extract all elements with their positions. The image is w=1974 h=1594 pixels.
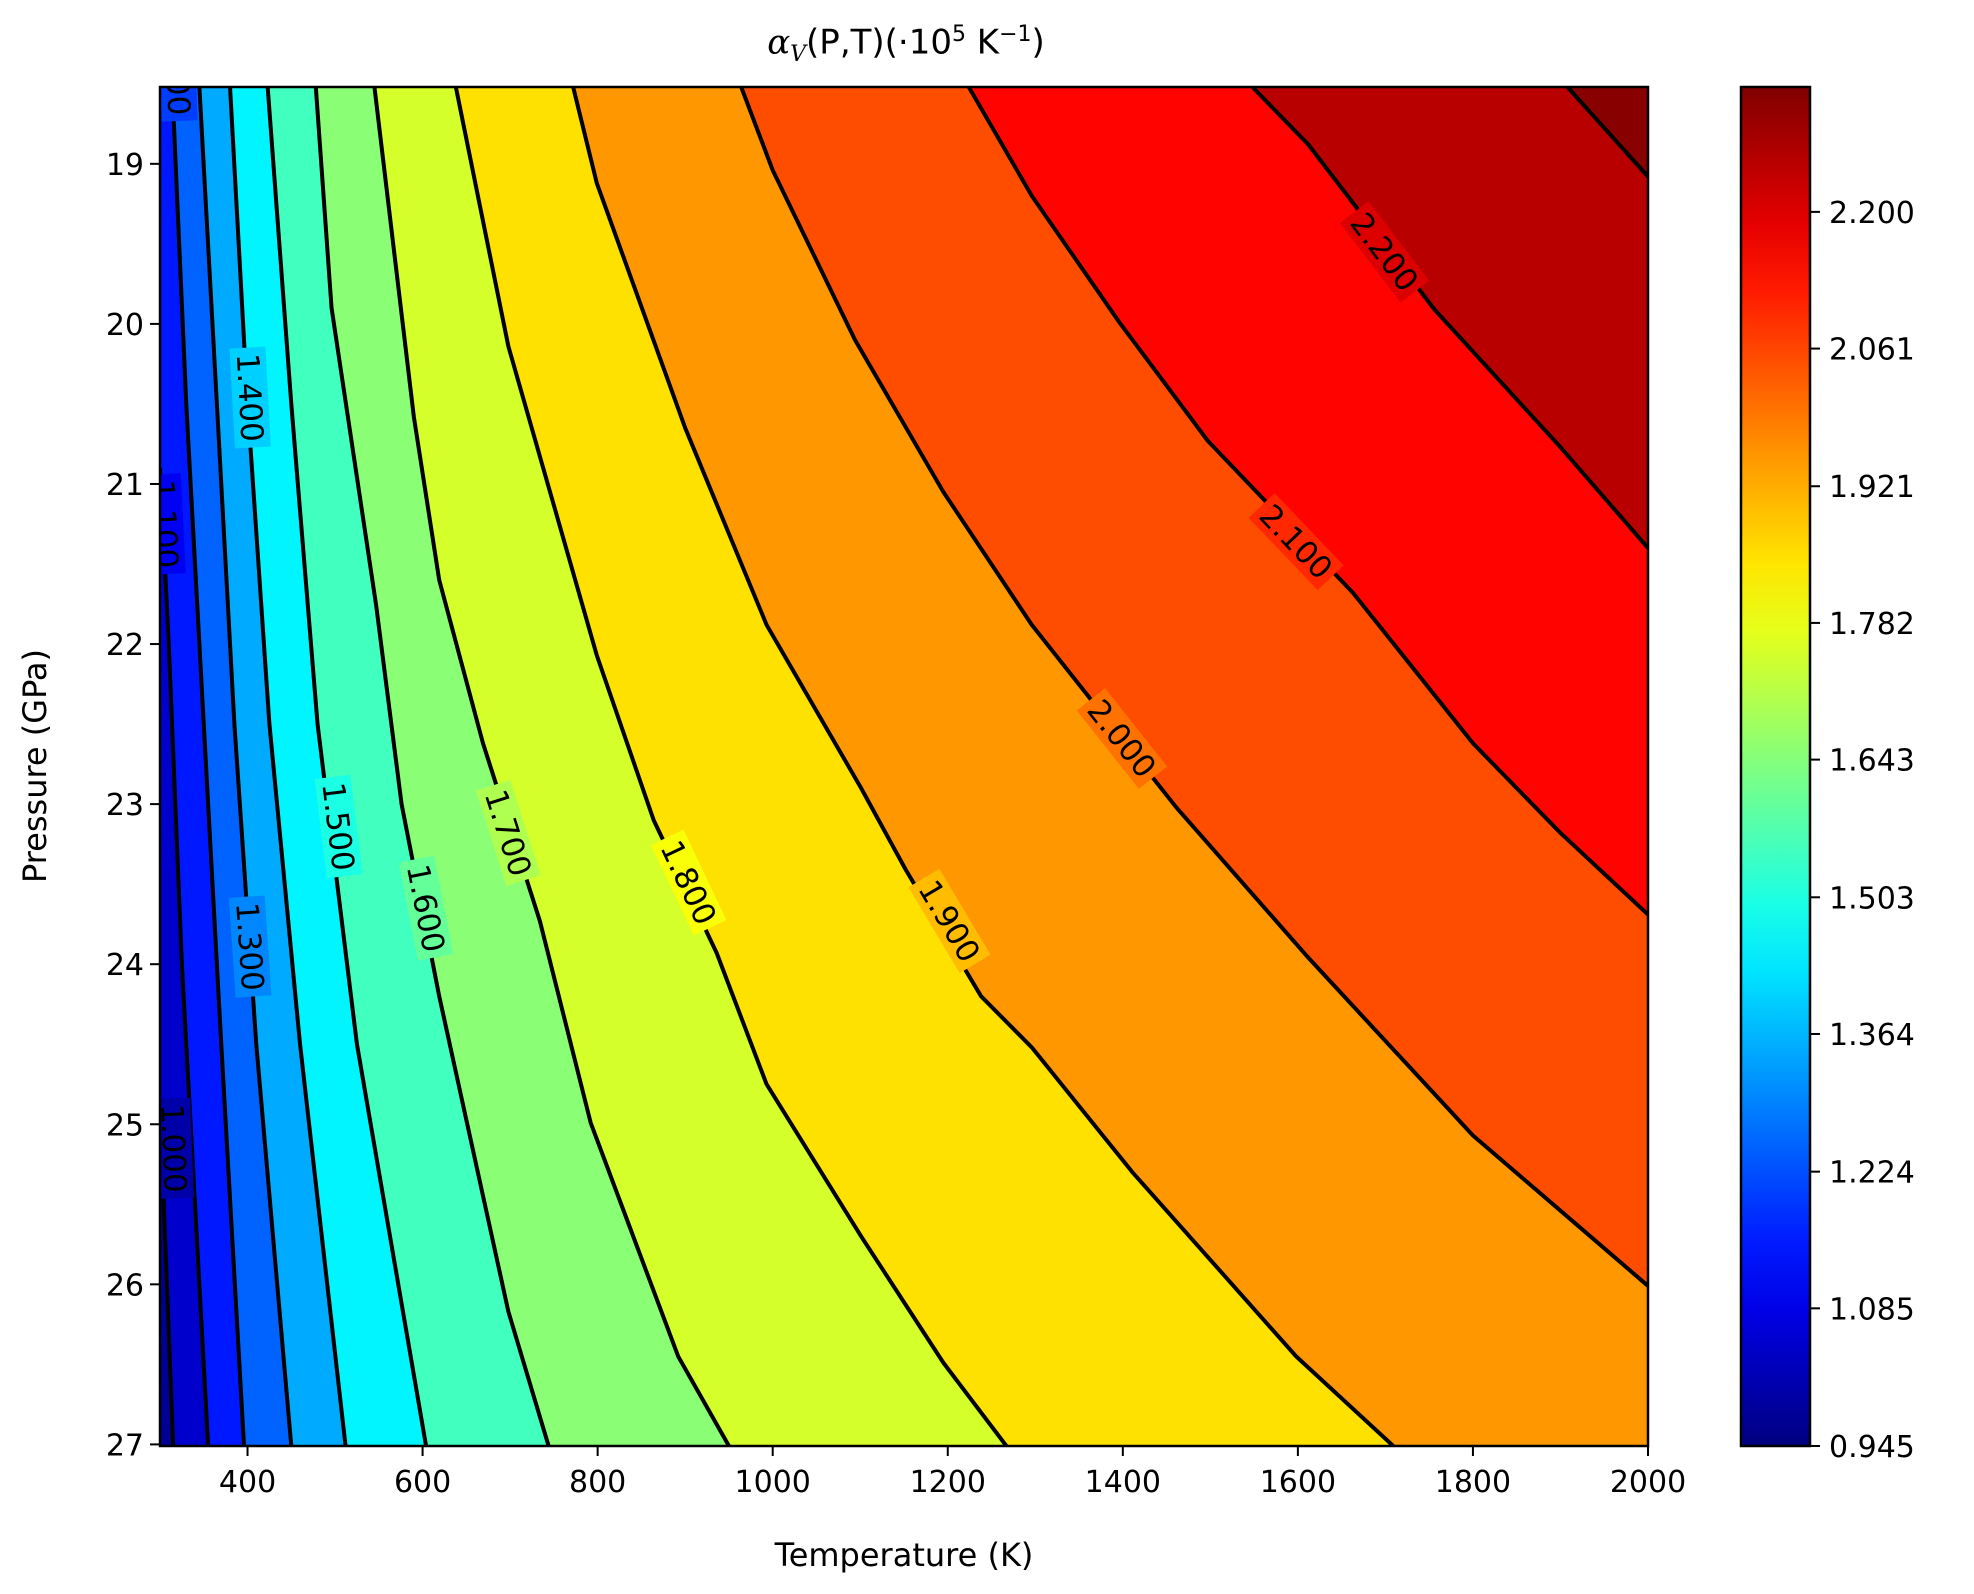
contour-line-1.5 [265, 87, 429, 1446]
x-tick-label: 1600 [1260, 1465, 1336, 1500]
x-tick-label: 1000 [735, 1465, 811, 1500]
title-alpha: α [767, 22, 791, 63]
y-tick-label: 21 [106, 468, 144, 503]
title-unit: K [966, 22, 1000, 63]
y-tick-label: 22 [106, 628, 144, 663]
y-tick-label: 24 [106, 948, 144, 983]
colorbar-tick-label: 1.224 [1829, 1156, 1915, 1191]
x-tick-label: 1200 [910, 1465, 986, 1500]
colorbar-tick-label: 1.503 [1829, 881, 1915, 916]
contour-label: 1.200 [157, 26, 198, 122]
x-axis: 400 600 800 1000 1200 1400 1600 1800 2000 [219, 1446, 1686, 1500]
contour-line-1.9 [571, 87, 1395, 1446]
x-tick-label: 400 [219, 1465, 276, 1500]
title-subscript: V [790, 42, 807, 68]
y-axis: 19 20 21 22 23 24 25 26 27 [106, 148, 160, 1463]
title-unit-exponent: −1 [999, 22, 1032, 47]
colorbar-tick-label: 1.921 [1829, 470, 1915, 505]
contour-label: 1.400 [229, 346, 271, 449]
colorbar-tick-label: 0.945 [1829, 1430, 1915, 1465]
contour-line-1.8 [453, 87, 1009, 1446]
contour-line-1.2 [170, 87, 247, 1446]
title-mid: (P,T)(·10 [806, 22, 952, 63]
title-exponent: 5 [952, 22, 966, 47]
contour-line-1.4 [228, 87, 348, 1446]
contour-label: 1.000 [153, 1097, 194, 1199]
plot-frame [158, 85, 1650, 1448]
contour-line-2.3 [1565, 87, 1648, 178]
colorbar-tick-label: 2.200 [1829, 196, 1915, 231]
y-tick-label: 26 [106, 1268, 144, 1303]
y-tick-label: 27 [106, 1428, 144, 1463]
x-axis-label: Temperature (K) [774, 1536, 1034, 1574]
contour-label: 1.100 [144, 473, 186, 575]
x-tick-label: 800 [569, 1465, 626, 1500]
contour-line-1.1 [160, 467, 211, 1446]
colorbar-tick-label: 1.085 [1829, 1292, 1915, 1327]
x-tick-label: 2000 [1610, 1465, 1686, 1500]
chart-title: αV(P,T)(·105 K−1) [0, 22, 1812, 67]
y-axis-label: Pressure (GPa) [16, 649, 54, 883]
colorbar-tick-label: 1.643 [1829, 744, 1915, 779]
y-tick-label: 20 [106, 308, 144, 343]
contour-label-text: 1.300 [228, 901, 270, 992]
x-tick-label: 1800 [1435, 1465, 1511, 1500]
x-tick-label: 600 [394, 1465, 451, 1500]
title-end: ) [1031, 22, 1045, 63]
colorbar-tick-label: 1.364 [1829, 1018, 1915, 1053]
contour-label-text: 1.200 [157, 26, 197, 116]
contour-label-text: 1.000 [153, 1103, 192, 1193]
y-tick-label: 23 [106, 788, 144, 823]
contour-line-2.2 [1250, 87, 1648, 550]
colorbar-tick-label: 1.782 [1829, 607, 1915, 642]
contour-label-text: 1.400 [229, 352, 270, 443]
x-tick-label: 1400 [1085, 1465, 1161, 1500]
colorbar-ticks: 0.945 1.085 1.224 1.364 1.503 1.643 1.782 1.921… [1810, 196, 1915, 1465]
filled-contour-bands [160, 87, 1648, 1446]
contour-line-1.3 [197, 87, 294, 1446]
y-tick-label: 19 [106, 148, 144, 183]
colorbar [1739, 85, 1812, 1448]
contour-label: 1.300 [228, 895, 272, 998]
contour-label-text: 1.100 [144, 479, 184, 569]
y-tick-label: 25 [106, 1108, 144, 1143]
contour-line-1.6 [313, 87, 551, 1446]
colorbar-tick-label: 2.061 [1829, 333, 1915, 368]
